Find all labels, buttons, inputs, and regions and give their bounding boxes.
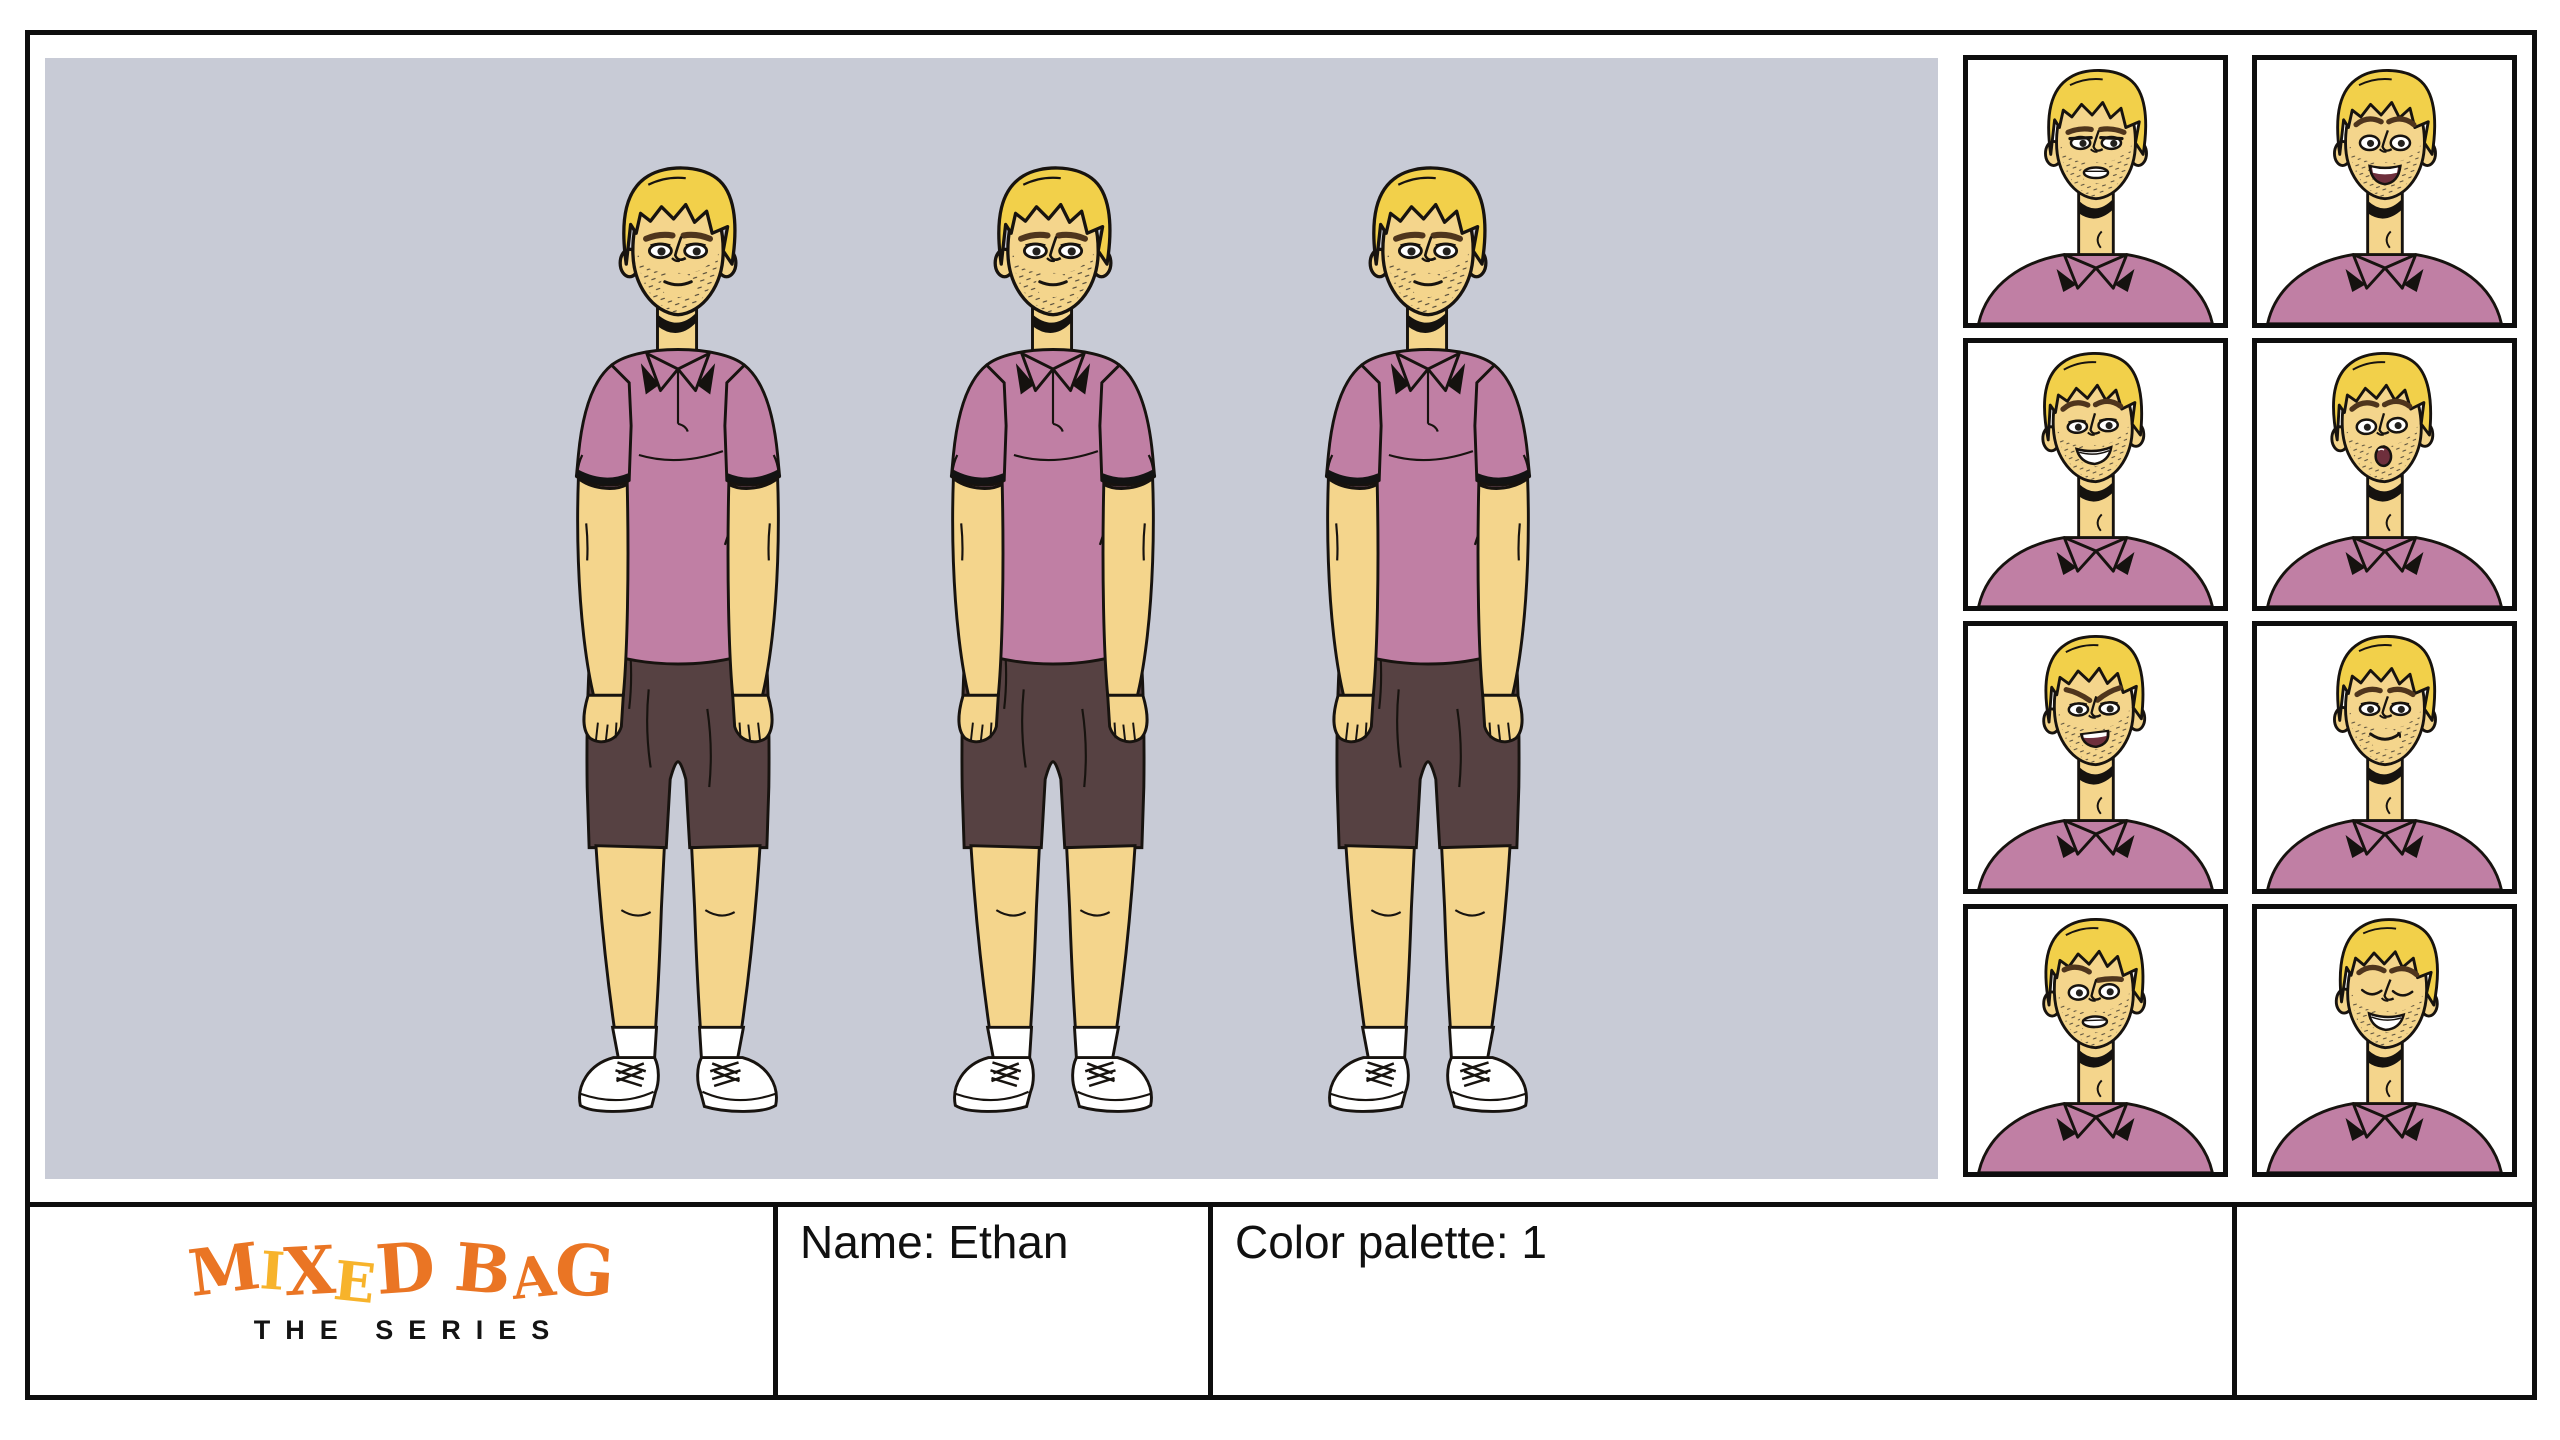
model-sheet: MIXED BAG THE SERIES Name: Ethan Color p… (25, 30, 2537, 1400)
color-palette-label: Color palette: 1 (1235, 1216, 1547, 1268)
logo-title: MIXED BAG (30, 1227, 773, 1316)
expression-panel-angry-talking (1963, 621, 2228, 894)
logo-letter: D (373, 1227, 438, 1311)
expression-panel-smiling (1963, 338, 2228, 611)
logo-letter: G (551, 1227, 617, 1314)
logo-letter: A (508, 1242, 559, 1314)
palette-cell: Color palette: 1 (1208, 1207, 2232, 1395)
show-logo: MIXED BAG THE SERIES (30, 1227, 773, 1346)
expression-grid (1963, 55, 2517, 1177)
logo-letter: E (330, 1247, 379, 1316)
expression-panel-soft-smile (2252, 621, 2517, 894)
logo-cell: MIXED BAG THE SERIES (30, 1207, 773, 1395)
character-figure-front-1 (528, 162, 828, 1124)
logo-letter: M (184, 1228, 264, 1313)
expression-panel-winking (2252, 904, 2517, 1177)
character-name-label: Name: Ethan (800, 1216, 1069, 1268)
footer-bar: MIXED BAG THE SERIES Name: Ethan Color p… (30, 1202, 2532, 1395)
logo-letter: B (451, 1227, 515, 1311)
expression-panel-worried (1963, 904, 2228, 1177)
logo-subtitle: THE SERIES (253, 1315, 565, 1345)
turnaround-panel (45, 58, 1938, 1179)
logo-letter: I (257, 1240, 287, 1303)
name-cell: Name: Ethan (773, 1207, 1208, 1395)
logo-letter: X (281, 1230, 338, 1312)
expression-panel-surprised (2252, 338, 2517, 611)
expression-panel-stern (1963, 55, 2228, 328)
expression-panel-cheerful-talking (2252, 55, 2517, 328)
character-figure-front-2 (903, 162, 1203, 1124)
character-figure-front-3 (1278, 162, 1578, 1124)
empty-cell (2232, 1207, 2532, 1395)
